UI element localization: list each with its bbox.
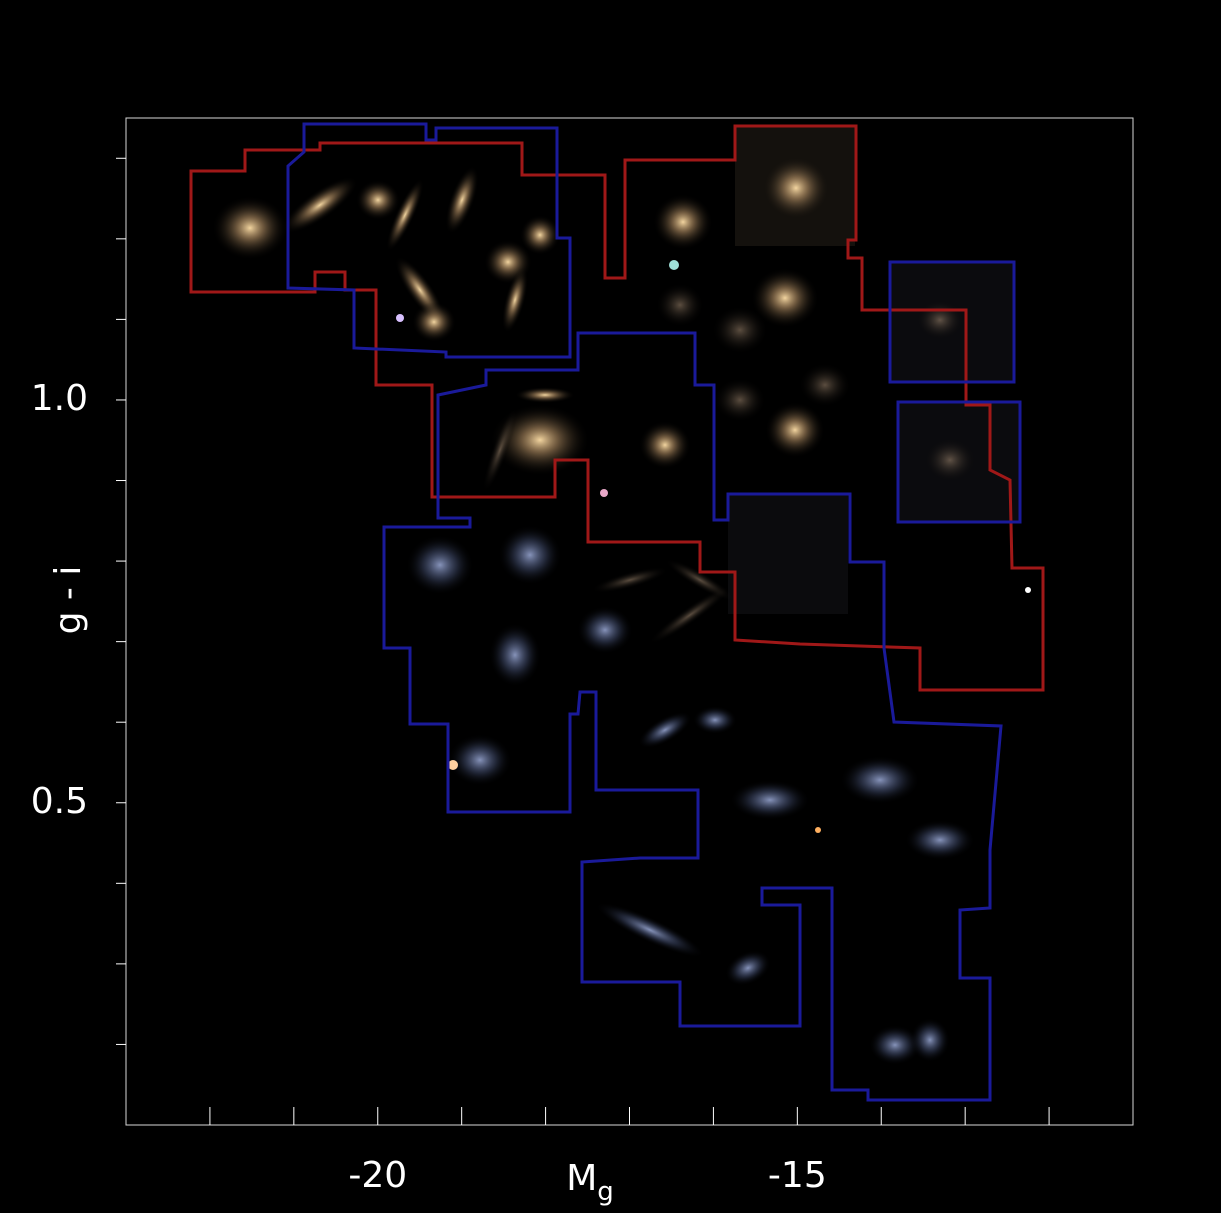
x-axis-label-main: M (566, 1158, 597, 1199)
blue-contour (286, 122, 572, 359)
y-tick-label: 1.0 (31, 378, 88, 419)
blue-contour (888, 260, 1016, 384)
contours (189, 122, 1045, 1102)
red-contour (189, 124, 1045, 692)
x-tick-label: -15 (768, 1155, 827, 1196)
blue-contour (382, 331, 1003, 1102)
x-tick-label: -20 (348, 1155, 407, 1196)
galaxy-images (212, 126, 1031, 1065)
x-axis-label-subscript: g (597, 1177, 614, 1207)
blue-contour (896, 400, 1022, 524)
x-axis-label: Mg (566, 1158, 614, 1207)
y-axis-label: g - i (48, 566, 89, 635)
y-tick-label: 0.5 (31, 781, 88, 822)
